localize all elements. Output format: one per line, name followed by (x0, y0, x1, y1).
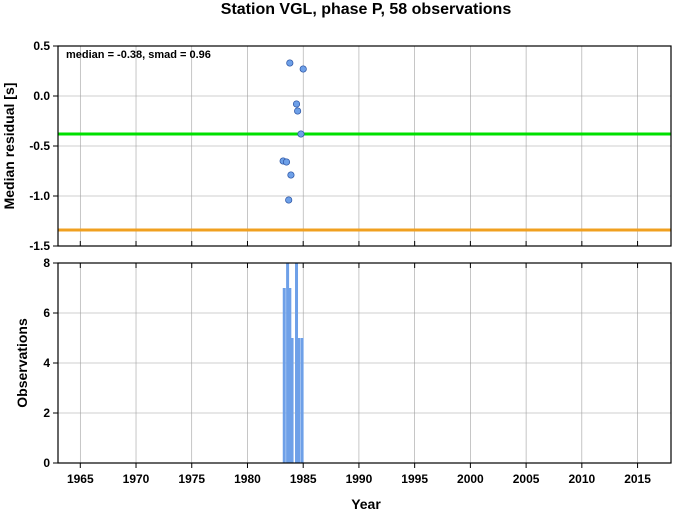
residual-y-label: Median residual [s] (1, 83, 17, 210)
chart-title: Station VGL, phase P, 58 observations (221, 1, 512, 18)
observation-bar (300, 338, 304, 463)
observations-panel: 8 6 4 2 0 1965 1970 1975 1980 1985 1990 1995 2000 20… (14, 256, 672, 511)
residual-point (286, 59, 294, 67)
x-tick-label: 1995 (401, 472, 428, 486)
x-tick-label: 1975 (178, 472, 205, 486)
x-tick-label: 2000 (457, 472, 484, 486)
y-tick-label: -1.0 (29, 189, 50, 203)
observations-y-ticks: 8 6 4 2 0 (43, 256, 58, 470)
y-tick-label: 2 (43, 406, 50, 420)
residual-point (294, 107, 302, 115)
reference-lines (58, 132, 671, 232)
observation-bar (290, 338, 294, 463)
x-tick-label: 1970 (123, 472, 150, 486)
residual-points (279, 59, 307, 204)
y-tick-label: -1.5 (29, 239, 50, 253)
y-tick-label: -0.5 (29, 139, 50, 153)
residual-point (287, 171, 295, 179)
y-tick-label: 6 (43, 306, 50, 320)
x-tick-label: 2015 (624, 472, 651, 486)
observation-bar (286, 263, 290, 463)
observation-bar (297, 338, 301, 463)
observation-bar (288, 288, 292, 463)
y-tick-label: 8 (43, 256, 50, 270)
x-tick-label: 1980 (234, 472, 261, 486)
x-tick-label: 1985 (290, 472, 317, 486)
residual-y-ticks: 0.5 0.0 -0.5 -1.0 -1.5 (29, 39, 58, 253)
residual-point (299, 65, 307, 73)
y-tick-label: 0.0 (33, 89, 50, 103)
residual-point (282, 158, 291, 166)
residual-grid (58, 45, 671, 247)
x-tick-label: 1990 (346, 472, 373, 486)
year-x-ticks: 1965 1970 1975 1980 1985 1990 1995 2000 2005 2010… (67, 263, 651, 486)
observations-grid (58, 262, 671, 464)
year-x-label: Year (351, 496, 381, 511)
observations-y-label: Observations (14, 318, 30, 408)
y-tick-label: 4 (43, 356, 50, 370)
stats-annotation: median = -0.38, smad = 0.96 (66, 49, 211, 61)
residual-frame (57, 45, 672, 247)
observation-bar (295, 263, 299, 463)
observation-bar (282, 288, 286, 463)
residual-point (297, 130, 305, 138)
residual-x-ticks (79, 241, 639, 246)
x-tick-label: 2010 (568, 472, 595, 486)
x-tick-label: 1965 (67, 472, 94, 486)
residual-point (285, 196, 293, 204)
x-tick-label: 2005 (513, 472, 540, 486)
observation-bars (282, 263, 304, 463)
residual-point (292, 100, 301, 108)
y-tick-label: 0 (43, 456, 50, 470)
observations-frame (57, 262, 672, 464)
y-tick-label: 0.5 (33, 39, 50, 53)
residual-panel: 0.5 0.0 -0.5 -1.0 -1.5 median = -0.38, smad … (1, 39, 672, 253)
